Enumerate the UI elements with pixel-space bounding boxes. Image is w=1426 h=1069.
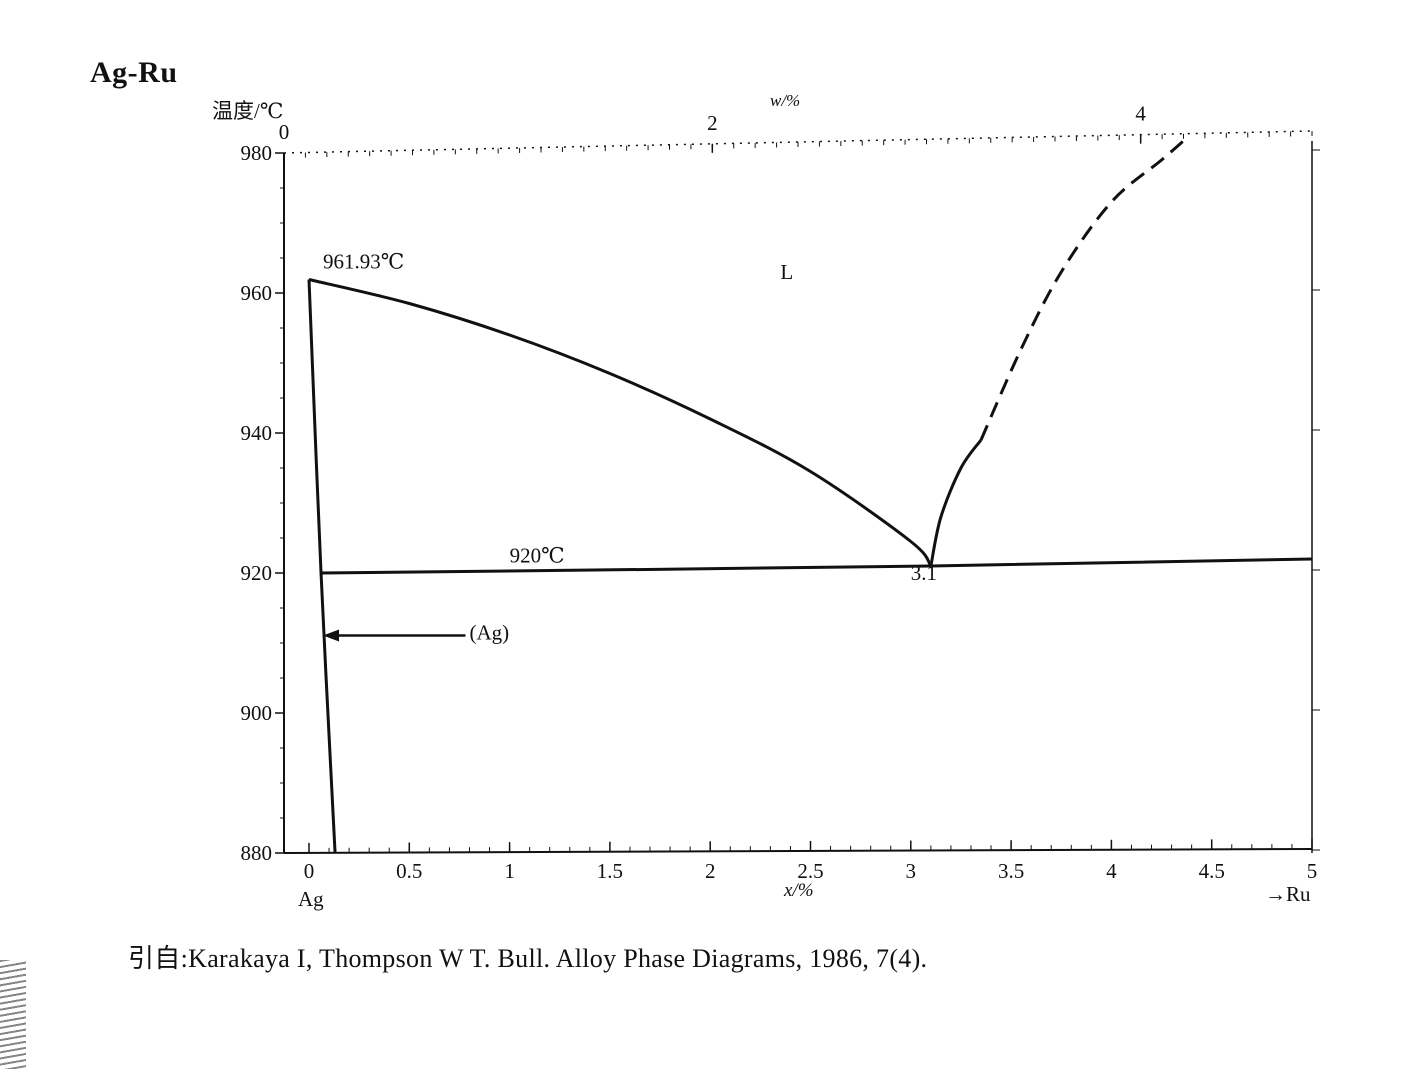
y-tick-label: 900	[241, 701, 273, 725]
x2-tick-label: 4	[1135, 102, 1146, 126]
phase-boundary-2	[321, 557, 1313, 575]
phase-boundary-1	[307, 279, 337, 854]
x-right-component-label: →Ru	[1265, 882, 1311, 906]
y-tick-label: 960	[241, 281, 273, 305]
x2-tick-label: 0	[279, 120, 290, 144]
x-left-component-label: Ag	[298, 887, 324, 911]
y-tick-label: 880	[241, 841, 273, 865]
x2-tick-label: 2	[707, 111, 718, 135]
x-tick-label: 3.5	[998, 859, 1024, 883]
y-tick-label: 920	[241, 561, 273, 585]
x-tick-label: 1	[504, 859, 515, 883]
scan-noise	[0, 960, 26, 1069]
x-axis-title: x/%	[783, 880, 814, 901]
annotations: 961.93℃ L 920℃ 3.1 (Ag)	[323, 250, 937, 645]
annotation-4: (Ag)	[469, 621, 509, 645]
x-tick-label: 5	[1307, 859, 1318, 883]
phase-boundary-3	[929, 439, 983, 567]
annotation-0: 961.93℃	[323, 250, 404, 274]
x-tick-label: 4.5	[1199, 859, 1225, 883]
axis-labels: 温度/℃ w/% x/% Ag →Ru	[212, 91, 1311, 911]
annotation-1: L	[780, 260, 793, 284]
x-axis-line	[283, 848, 1313, 854]
phase-boundary-4	[979, 137, 1187, 441]
annotation-3: 3.1	[911, 561, 937, 585]
x2-axis-title: w/%	[770, 91, 800, 110]
source-citation: 引自:Karakaya I, Thompson W T. Bull. Alloy…	[128, 944, 928, 973]
x-tick-label: 1.5	[597, 859, 623, 883]
annotation-2: 920℃	[510, 544, 565, 568]
x-tick-label: 4	[1106, 859, 1117, 883]
x-tick-label: 2.5	[797, 859, 823, 883]
x-tick-label: 3	[906, 859, 917, 883]
y-axis-title: 温度/℃	[212, 99, 283, 123]
phase-boundaries	[307, 137, 1313, 854]
y-tick-label: 940	[241, 421, 273, 445]
x-tick-label: 2	[705, 859, 716, 883]
x-tick-label: 0	[304, 859, 315, 883]
solvus-arrow-head	[323, 629, 340, 642]
phase-boundary-0	[308, 278, 933, 567]
x-tick-label: 0.5	[396, 859, 422, 883]
y-tick-label: 980	[241, 141, 273, 165]
plot-frame	[283, 130, 1313, 854]
chart-title: Ag-Ru	[90, 56, 178, 89]
